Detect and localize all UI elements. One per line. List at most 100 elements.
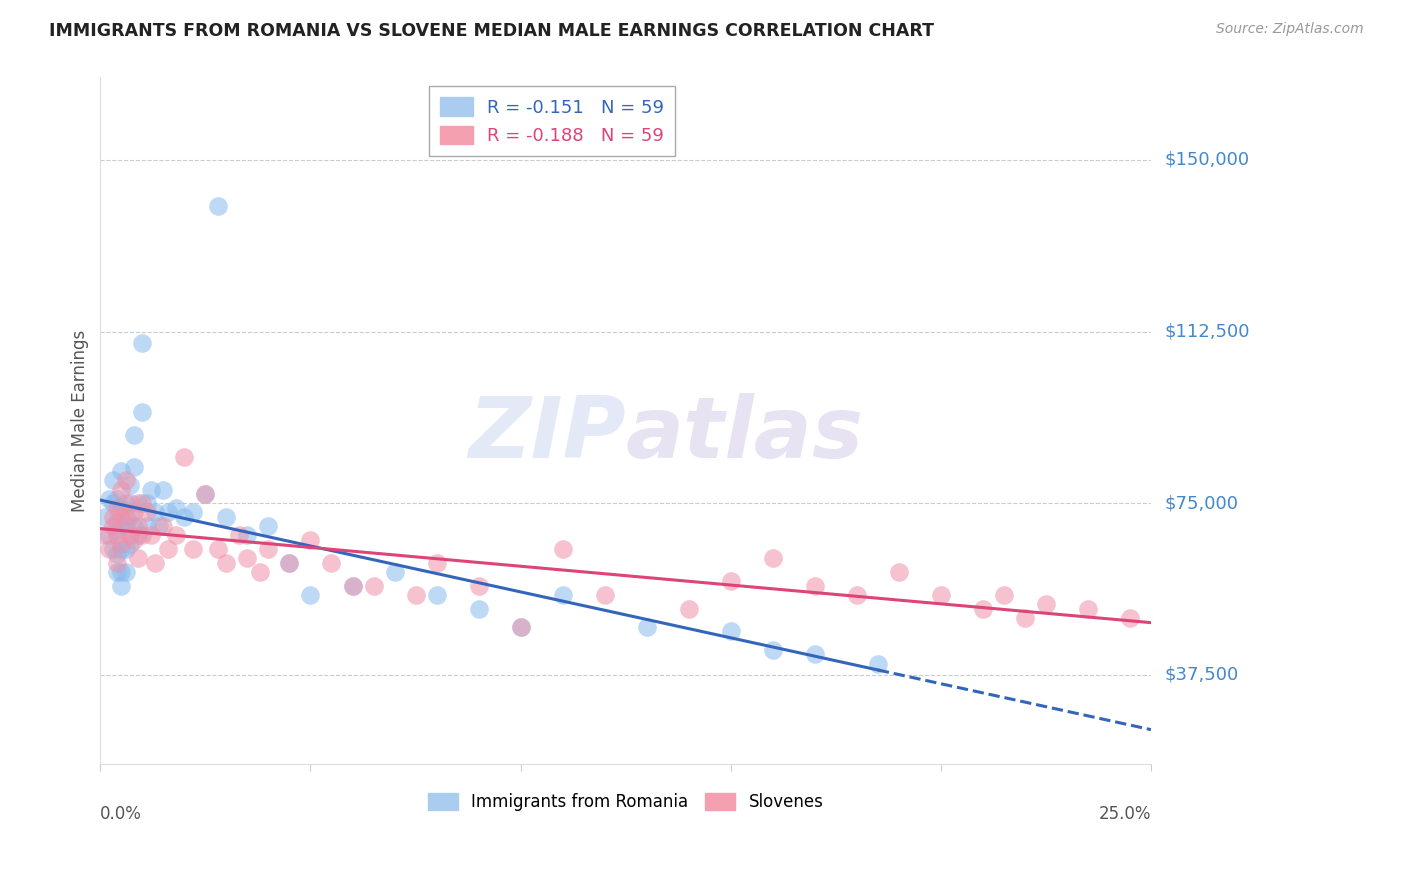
Point	[845, 588, 868, 602]
Point	[1035, 597, 1057, 611]
Point	[467, 601, 489, 615]
Point	[148, 519, 170, 533]
Point	[278, 556, 301, 570]
Point	[114, 542, 136, 557]
Point	[425, 588, 447, 602]
Point	[249, 565, 271, 579]
Text: $150,000: $150,000	[1166, 151, 1250, 169]
Point	[194, 487, 217, 501]
Point	[405, 588, 427, 602]
Point	[236, 528, 259, 542]
Point	[467, 579, 489, 593]
Point	[299, 588, 322, 602]
Point	[93, 528, 115, 542]
Point	[972, 601, 994, 615]
Text: 25.0%: 25.0%	[1098, 805, 1152, 823]
Point	[215, 556, 238, 570]
Text: $112,500: $112,500	[1166, 323, 1250, 341]
Point	[257, 519, 280, 533]
Point	[122, 533, 145, 547]
Point	[118, 528, 141, 542]
Point	[299, 533, 322, 547]
Text: $75,000: $75,000	[1166, 494, 1239, 512]
Point	[97, 491, 120, 506]
Point	[131, 528, 153, 542]
Point	[93, 510, 115, 524]
Point	[152, 519, 174, 533]
Point	[114, 565, 136, 579]
Point	[97, 542, 120, 557]
Point	[118, 537, 141, 551]
Point	[101, 519, 124, 533]
Point	[887, 565, 910, 579]
Text: atlas: atlas	[626, 393, 863, 476]
Point	[156, 505, 179, 519]
Point	[118, 510, 141, 524]
Point	[215, 510, 238, 524]
Point	[720, 574, 742, 588]
Point	[127, 519, 149, 533]
Point	[804, 579, 827, 593]
Point	[122, 459, 145, 474]
Point	[97, 528, 120, 542]
Text: $37,500: $37,500	[1166, 666, 1239, 684]
Point	[993, 588, 1015, 602]
Point	[105, 515, 128, 529]
Point	[929, 588, 952, 602]
Point	[1014, 611, 1036, 625]
Point	[105, 524, 128, 538]
Point	[551, 542, 574, 557]
Text: ZIP: ZIP	[468, 393, 626, 476]
Point	[110, 542, 132, 557]
Point	[152, 483, 174, 497]
Point	[720, 624, 742, 639]
Point	[181, 542, 204, 557]
Point	[143, 556, 166, 570]
Point	[804, 648, 827, 662]
Point	[110, 464, 132, 478]
Point	[110, 579, 132, 593]
Point	[143, 505, 166, 519]
Point	[118, 496, 141, 510]
Point	[194, 487, 217, 501]
Text: Source: ZipAtlas.com: Source: ZipAtlas.com	[1216, 22, 1364, 37]
Point	[110, 500, 132, 515]
Point	[257, 542, 280, 557]
Point	[866, 657, 889, 671]
Point	[363, 579, 385, 593]
Point	[236, 551, 259, 566]
Point	[105, 528, 128, 542]
Point	[1119, 611, 1142, 625]
Point	[114, 474, 136, 488]
Point	[122, 519, 145, 533]
Point	[1077, 601, 1099, 615]
Point	[278, 556, 301, 570]
Text: 0.0%: 0.0%	[100, 805, 142, 823]
Point	[181, 505, 204, 519]
Point	[678, 601, 700, 615]
Point	[122, 505, 145, 519]
Point	[207, 542, 229, 557]
Point	[384, 565, 406, 579]
Point	[105, 556, 128, 570]
Point	[110, 510, 132, 524]
Point	[101, 474, 124, 488]
Point	[165, 500, 187, 515]
Point	[762, 642, 785, 657]
Point	[207, 199, 229, 213]
Text: IMMIGRANTS FROM ROMANIA VS SLOVENE MEDIAN MALE EARNINGS CORRELATION CHART: IMMIGRANTS FROM ROMANIA VS SLOVENE MEDIA…	[49, 22, 934, 40]
Point	[122, 427, 145, 442]
Point	[636, 620, 658, 634]
Point	[101, 510, 124, 524]
Point	[105, 491, 128, 506]
Point	[131, 496, 153, 510]
Point	[105, 547, 128, 561]
Point	[110, 519, 132, 533]
Point	[139, 528, 162, 542]
Point	[131, 336, 153, 351]
Point	[114, 496, 136, 510]
Point	[114, 510, 136, 524]
Y-axis label: Median Male Earnings: Median Male Earnings	[72, 330, 89, 512]
Point	[110, 537, 132, 551]
Point	[105, 565, 128, 579]
